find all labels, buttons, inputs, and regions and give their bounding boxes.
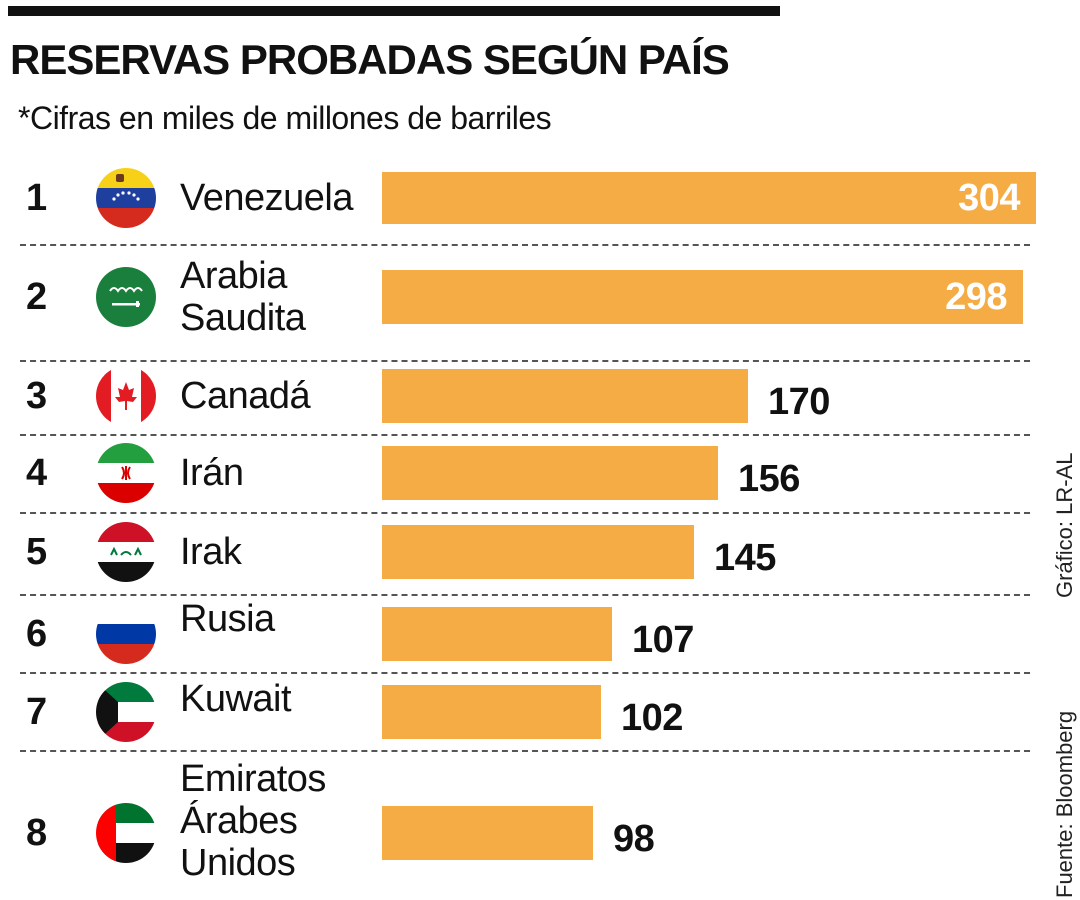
country-label: Irán: [180, 452, 244, 494]
kuwait-flag-icon: [96, 682, 156, 742]
country-label-line: Emiratos: [180, 758, 326, 800]
country-label-line: Kuwait: [180, 678, 292, 720]
country-label: Rusia: [180, 598, 275, 640]
bar: [382, 525, 694, 579]
rank-label: 7: [26, 691, 48, 733]
bar: [382, 369, 748, 423]
value-label: 298: [945, 276, 1007, 318]
country-label-line: Unidos: [180, 842, 296, 884]
source-credit: Fuente: Bloomberg: [1052, 710, 1077, 898]
country-label-line: Rusia: [180, 598, 275, 640]
country-label: Venezuela: [180, 177, 354, 219]
rank-label: 8: [26, 812, 48, 854]
row-divider: [20, 244, 1030, 246]
bar: [382, 685, 601, 739]
country-label-line: Canadá: [180, 375, 311, 417]
chart-title: RESERVAS PROBADAS SEGÚN PAÍS: [10, 36, 730, 83]
country-label-line: Irak: [180, 531, 242, 573]
country-label: Irak: [180, 531, 242, 573]
country-label-line: Venezuela: [180, 177, 354, 219]
bar: [382, 806, 593, 860]
country-label: Emiratos Árabes Unidos: [180, 758, 326, 884]
value-label: 145: [714, 537, 776, 579]
chart-subtitle: *Cifras en miles de millones de barriles: [18, 100, 552, 136]
venezuela-flag-icon: [96, 168, 156, 228]
value-label: 98: [613, 818, 655, 860]
iraq-flag-icon: [96, 522, 156, 582]
row-divider: [20, 750, 1030, 752]
bar: [382, 446, 718, 500]
value-label: 170: [768, 381, 830, 423]
bar: [382, 270, 1023, 324]
rank-label: 5: [26, 531, 48, 573]
bar: [382, 607, 612, 661]
row-divider: [20, 360, 1030, 362]
rank-label: 6: [26, 613, 48, 655]
value-label: 304: [958, 177, 1020, 219]
iran-flag-icon: [96, 443, 156, 503]
row-divider: [20, 594, 1030, 596]
rank-label: 1: [26, 177, 48, 219]
top-rule: [8, 6, 780, 16]
country-label-line: Árabes: [180, 800, 298, 842]
canada-flag-icon: [96, 366, 156, 426]
row-divider: [20, 672, 1030, 674]
rank-label: 3: [26, 375, 48, 417]
country-label-line: Arabia: [180, 255, 287, 297]
graphic-credit: Gráfico: LR-AL: [1052, 452, 1077, 599]
country-label: Canadá: [180, 375, 311, 417]
rank-label: 2: [26, 276, 48, 318]
value-label: 156: [738, 458, 800, 500]
country-label: Kuwait: [180, 678, 292, 720]
country-label-line: Irán: [180, 452, 244, 494]
uae-flag-icon: [96, 803, 156, 863]
country-label: Arabia Saudita: [180, 255, 306, 339]
russia-flag-icon: [96, 604, 156, 664]
saudi-arabia-flag-icon: [96, 267, 156, 327]
value-label: 102: [621, 697, 683, 739]
bar: [382, 172, 1036, 224]
row-divider: [20, 512, 1030, 514]
value-label: 107: [632, 619, 694, 661]
row-divider: [20, 434, 1030, 436]
rank-label: 4: [26, 452, 48, 494]
country-label-line: Saudita: [180, 297, 306, 339]
